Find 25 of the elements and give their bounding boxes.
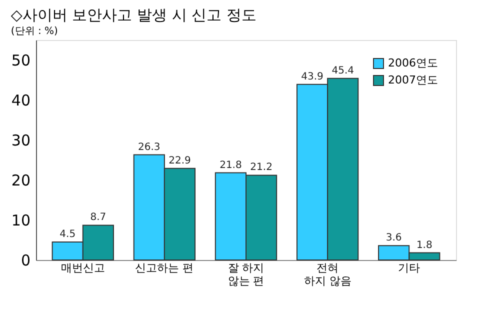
y-tick-label: 0 bbox=[20, 252, 30, 270]
data-label: 21.8 bbox=[220, 160, 242, 171]
data-label: 21.2 bbox=[250, 162, 272, 174]
data-label: 22.9 bbox=[168, 155, 191, 166]
legend-label: 2007연도 bbox=[388, 74, 438, 86]
y-tick-label: 10 bbox=[11, 212, 30, 230]
data-label: 1.8 bbox=[416, 240, 432, 251]
data-label: 4.5 bbox=[60, 229, 76, 240]
chart-subtitle: (단위 : %) bbox=[10, 26, 58, 37]
x-tick-label: 기타 bbox=[398, 262, 420, 274]
y-tick-label: 40 bbox=[11, 92, 30, 110]
y-tick-label: 30 bbox=[11, 132, 30, 150]
x-tick-label: 매번신고 bbox=[60, 262, 105, 274]
x-tick-label: 전혀 하지 않음 bbox=[304, 262, 352, 288]
x-tick-label: 잘 하지 않는 편 bbox=[228, 262, 264, 288]
data-label: 8.7 bbox=[90, 212, 106, 224]
x-tick-label: 신고하는 편 bbox=[135, 262, 194, 274]
legend-label: 2006연도 bbox=[388, 56, 438, 70]
data-label: 26.3 bbox=[138, 142, 160, 153]
data-label: 45.4 bbox=[332, 65, 354, 76]
data-label: 43.9 bbox=[301, 71, 324, 82]
y-tick-label: 50 bbox=[11, 52, 30, 70]
chart-title: ◇사이버 보안사고 발생 시 신고 정도 bbox=[10, 6, 256, 24]
y-tick-label: 20 bbox=[11, 172, 30, 190]
data-label: 3.6 bbox=[386, 232, 402, 244]
